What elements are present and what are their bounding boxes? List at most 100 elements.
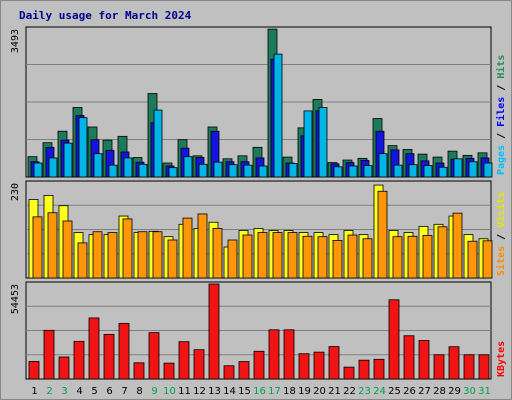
panel-kbytes: 54453 KBytes [10, 281, 507, 380]
axis-label-part: / [496, 127, 507, 145]
bar-pages-day-9 [153, 109, 163, 178]
bar-kbytes-day-19 [298, 353, 310, 380]
bar-kbytes-day-23 [358, 359, 370, 380]
bar-sites-day-28 [437, 226, 448, 279]
panel-hits-files-pages: 3493 Pages / Files / Hits [10, 26, 507, 178]
bar-kbytes-day-20 [313, 351, 325, 380]
bar-sites-day-7 [122, 218, 133, 279]
bar-pages-day-15 [243, 164, 253, 178]
day-label: 14 [223, 386, 236, 397]
axis-label-part: Hits [495, 55, 507, 79]
day-label: 4 [76, 386, 82, 397]
bar-pages-day-7 [123, 157, 133, 178]
bar-kbytes-day-3 [58, 356, 70, 380]
bar-kbytes-day-30 [463, 354, 475, 380]
axis-label-part: / [496, 79, 507, 97]
bar-kbytes-day-5 [88, 317, 100, 380]
day-label: 1 [31, 386, 37, 397]
day-label: 19 [298, 386, 311, 397]
day-label: 15 [238, 386, 251, 397]
bar-kbytes-day-25 [388, 299, 400, 380]
bar-sites-day-15 [242, 234, 253, 279]
axis-label-part: KBytes [496, 341, 507, 377]
bar-sites-day-16 [257, 232, 268, 279]
axis-max-label: 54453 [10, 284, 21, 314]
day-axis: 1 2 3 4 5 6 7 8 9 10 11 12 13 14 15 16 17 18 19 20 21 22 23 24 2… [31, 386, 491, 397]
axis-label-part: / [496, 228, 507, 246]
bar-pages-day-21 [333, 166, 343, 178]
bar-pages-day-2 [48, 157, 58, 178]
bar-kbytes-day-16 [253, 350, 265, 380]
bar-pages-day-19 [303, 110, 313, 178]
bar-kbytes-day-22 [343, 366, 355, 380]
bar-kbytes-day-6 [103, 333, 115, 380]
bar-sites-day-9 [152, 231, 163, 279]
bar-sites-day-21 [332, 240, 343, 279]
bar-kbytes-day-29 [448, 346, 460, 380]
bar-pages-day-6 [108, 164, 118, 178]
bar-kbytes-day-8 [133, 362, 145, 380]
day-label: 3 [61, 386, 67, 397]
bar-sites-day-17 [272, 232, 283, 279]
bar-sites-day-31 [482, 240, 493, 279]
day-label: 27 [418, 386, 431, 397]
bar-pages-day-13 [213, 161, 223, 178]
axis-series-label: Sites / Visits [495, 192, 507, 276]
bar-kbytes-day-13 [208, 283, 220, 380]
axis-label-part: Files [495, 97, 507, 127]
day-label: 11 [178, 386, 191, 397]
bar-pages-day-16 [258, 165, 268, 178]
bar-sites-day-10 [167, 239, 178, 279]
bar-pages-day-11 [183, 156, 193, 178]
day-label: 31 [478, 386, 491, 397]
axis-label-part: Visits [495, 192, 507, 228]
bar-sites-day-11 [182, 217, 193, 279]
day-label: 30 [463, 386, 476, 397]
bar-sites-day-1 [32, 216, 43, 279]
bar-kbytes-day-4 [73, 340, 85, 380]
bar-pages-day-1 [33, 162, 43, 178]
day-label: 23 [358, 386, 371, 397]
bar-kbytes-day-9 [148, 332, 160, 380]
bar-sites-day-26 [407, 235, 418, 279]
bar-sites-day-3 [62, 220, 73, 279]
bar-pages-day-17 [273, 53, 283, 178]
day-label: 8 [136, 386, 142, 397]
axis-series-label: KBytes [496, 341, 507, 377]
day-label: 20 [313, 386, 326, 397]
bar-sites-day-13 [212, 228, 223, 279]
axis-max-label: 230 [10, 183, 21, 201]
day-label: 10 [163, 386, 176, 397]
day-label: 9 [151, 386, 157, 397]
bar-kbytes-day-2 [43, 329, 55, 380]
bar-sites-day-6 [107, 232, 118, 279]
bar-pages-day-5 [93, 153, 103, 178]
day-label: 24 [373, 386, 386, 397]
bar-pages-day-22 [348, 165, 358, 178]
day-label: 18 [283, 386, 296, 397]
bar-sites-day-29 [452, 212, 463, 279]
bar-pages-day-14 [228, 164, 238, 178]
day-label: 17 [268, 386, 281, 397]
bar-sites-day-18 [287, 232, 298, 279]
bar-pages-day-30 [468, 161, 478, 178]
bar-pages-day-27 [423, 165, 433, 178]
day-label: 6 [106, 386, 112, 397]
bar-pages-day-23 [363, 165, 373, 178]
day-label: 22 [343, 386, 356, 397]
day-label: 29 [448, 386, 461, 397]
bar-pages-day-4 [78, 117, 88, 178]
bar-kbytes-day-28 [433, 354, 445, 380]
bar-sites-day-27 [422, 235, 433, 279]
series-pages [33, 53, 493, 178]
bar-kbytes-day-24 [373, 358, 385, 380]
bar-sites-day-23 [362, 238, 373, 279]
bar-pages-day-3 [63, 142, 73, 178]
day-label: 13 [208, 386, 221, 397]
bar-sites-day-8 [137, 231, 148, 279]
chart-panels: 3493 Pages / Files / Hits 230 Sites / Visit… [10, 26, 507, 380]
day-label: 7 [121, 386, 127, 397]
bar-pages-day-24 [378, 153, 388, 178]
bar-pages-day-12 [198, 163, 208, 178]
